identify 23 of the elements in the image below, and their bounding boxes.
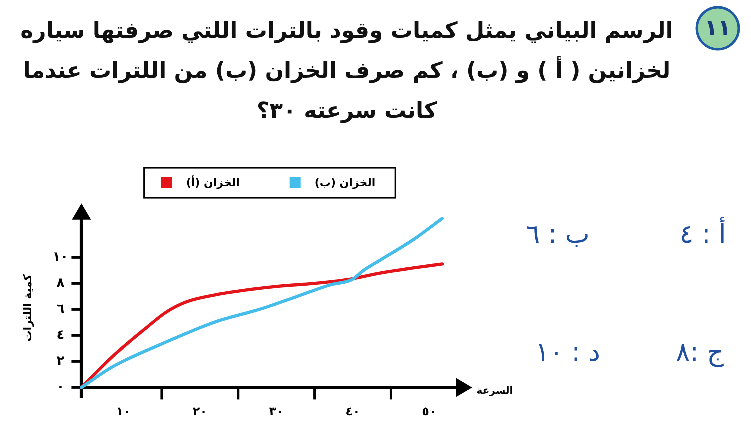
x-tick-label: ١٠ — [116, 404, 132, 419]
x-tick-label: ٥٠ — [422, 404, 437, 419]
text: ب : ٦ — [526, 220, 590, 250]
x-tick-label: ٣٠ — [269, 404, 284, 419]
y-tick-label: ٦ — [56, 302, 65, 318]
legend-label: الخزان (ب) — [314, 176, 376, 190]
legend-label: الخزان (أ) — [186, 176, 240, 190]
line-series — [80, 217, 444, 390]
text: ١١ — [704, 16, 732, 42]
y-tick-label: ٢ — [56, 354, 65, 370]
x-axis-title: السرعة — [476, 386, 514, 398]
x-tick-label: ٤٠ — [346, 404, 360, 419]
text: أ : ٤ — [680, 217, 726, 250]
chart-title: الرسم البياني يمثل كميات وقود بالترات اللتي صرفتها سياره لخزانين ( أ ) و (ب) ، كم صرف الخزان (ب) من اللترات عندما كانت سرعته ٣٠؟ — [20, 18, 674, 126]
text: ج :٨ — [676, 338, 724, 368]
y-tick-label: ٨ — [56, 276, 65, 292]
y-axis-title: كمية اللترات — [22, 274, 34, 342]
y-tick-label: ٠ — [56, 380, 65, 396]
y-tick-label: ٤ — [56, 328, 65, 344]
y-tick-label: ١٠ — [52, 250, 69, 266]
x-tick-label: ٢٠ — [192, 404, 208, 419]
text: د : ١٠ — [536, 338, 600, 368]
line-series — [80, 262, 444, 390]
